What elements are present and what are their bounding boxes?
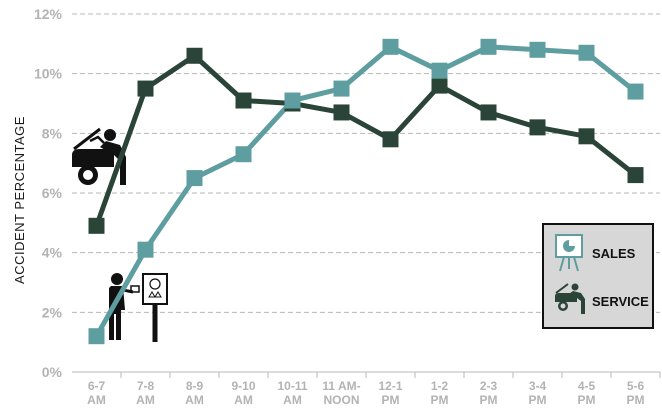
data-point-sales	[284, 92, 301, 109]
data-point-service	[578, 128, 595, 145]
x-tick-label: 4-5 PM	[578, 379, 596, 407]
data-point-service	[333, 104, 350, 121]
data-point-service	[186, 47, 203, 64]
y-tick-label: 0%	[42, 364, 63, 380]
data-point-sales	[333, 80, 350, 97]
data-point-sales	[382, 38, 399, 55]
presenter-easel-icon	[109, 273, 168, 342]
mechanic-car-icon	[72, 127, 126, 185]
x-tick-label: 1-2 PM	[431, 379, 449, 407]
data-point-sales	[186, 170, 203, 187]
y-tick-label: 2%	[42, 304, 63, 320]
data-point-sales	[235, 146, 252, 163]
y-tick-label: 4%	[42, 245, 63, 261]
data-point-sales	[480, 38, 497, 55]
data-point-sales	[529, 41, 546, 58]
y-tick-label: 8%	[42, 125, 63, 141]
x-tick-label: 2-3 PM	[480, 379, 498, 407]
y-axis-label: ACCIDENT PERCENTAGE	[12, 116, 27, 284]
data-point-sales	[137, 241, 154, 258]
y-tick-label: 12%	[34, 6, 63, 22]
data-point-service	[431, 77, 448, 94]
data-point-service	[235, 92, 252, 109]
legend: SALES SERVICE	[542, 223, 654, 329]
data-point-sales	[88, 328, 105, 345]
data-point-service	[529, 119, 546, 136]
x-tick-label: 9-10 AM	[231, 379, 255, 407]
x-axis-ticks: 6-7 AM 7-8 AM 8-9 AM 9-10 AM 10-11 AM 11 AM-NOON 12…	[87, 372, 661, 407]
x-tick-label: 10-11 AM	[277, 379, 307, 407]
series-markers	[88, 38, 644, 345]
y-axis-ticks: 0% 2% 4% 6% 8% 10% 12%	[34, 6, 63, 380]
x-tick-label: 11 AM-NOON	[322, 379, 360, 407]
mechanic-car-icon	[555, 283, 585, 314]
y-tick-label: 10%	[34, 66, 63, 82]
data-point-service	[480, 104, 497, 121]
x-tick-label: 6-7 AM	[87, 379, 106, 407]
legend-label-service: SERVICE	[592, 294, 649, 309]
data-point-service	[88, 217, 105, 234]
series-line-service	[94, 52, 638, 227]
x-tick-label: 7-8 AM	[136, 379, 155, 407]
data-point-sales	[627, 83, 644, 100]
presentation-easel-icon	[555, 234, 583, 272]
series-line-sales	[94, 43, 638, 338]
x-tick-label: 8-9 AM	[185, 379, 204, 407]
legend-label-sales: SALES	[592, 246, 636, 261]
y-tick-label: 6%	[42, 185, 63, 201]
data-point-service	[627, 167, 644, 184]
data-point-service	[382, 131, 399, 148]
series-lines	[94, 43, 638, 338]
data-point-sales	[578, 44, 595, 61]
x-tick-label: 12-1 PM	[378, 379, 402, 407]
data-point-service	[137, 80, 154, 97]
x-tick-label: 3-4 PM	[529, 379, 547, 407]
x-tick-label: 5-6 PM	[627, 379, 645, 407]
data-point-sales	[431, 62, 448, 79]
